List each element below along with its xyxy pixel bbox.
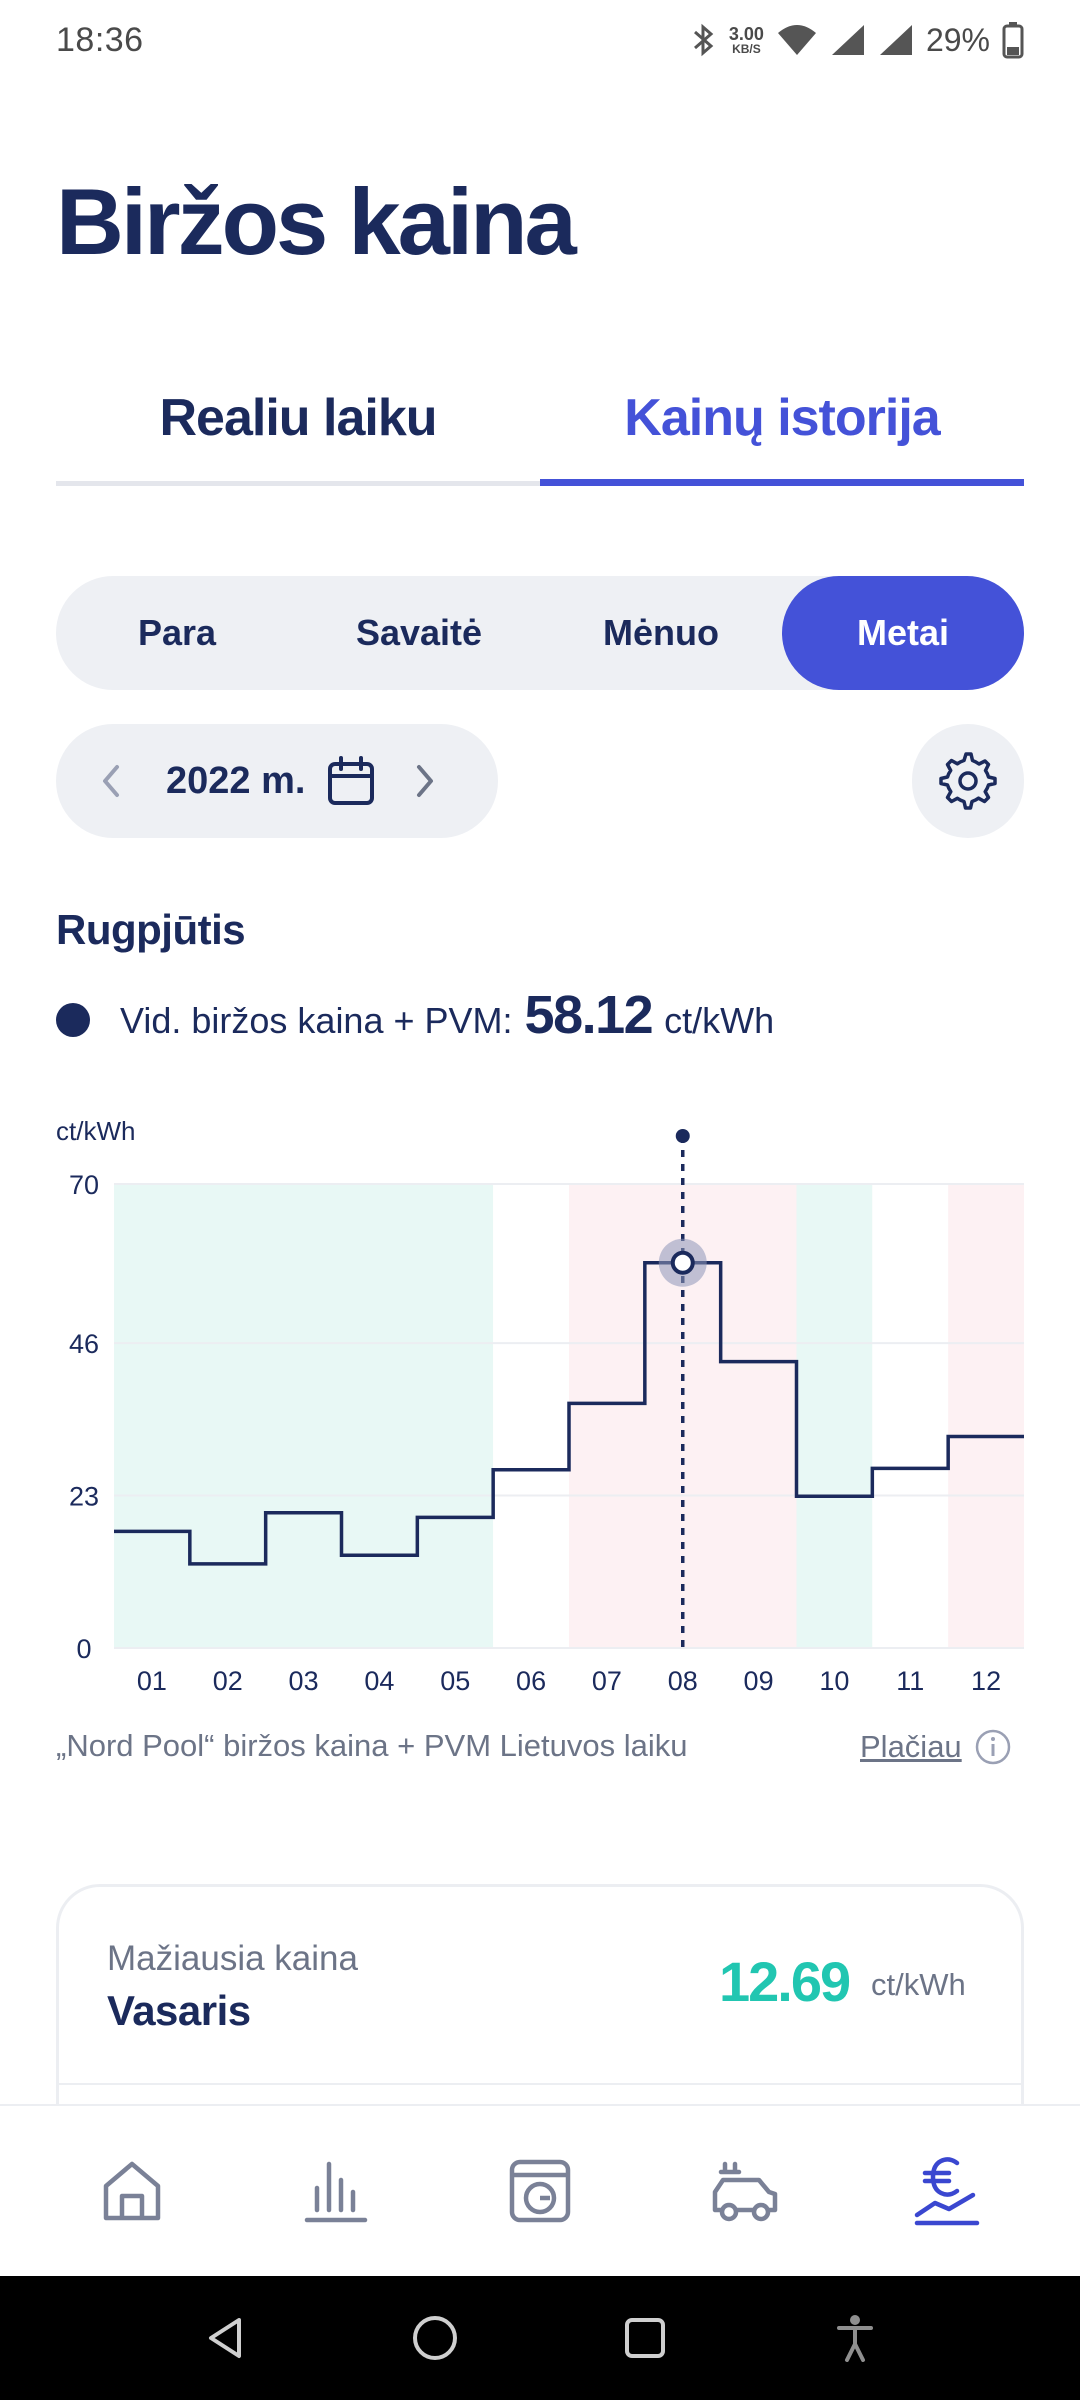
calendar-button[interactable] xyxy=(327,756,375,806)
period-month[interactable]: Mėnuo xyxy=(603,612,719,653)
home-circle-icon xyxy=(413,2316,457,2360)
chart-zone-01-05 xyxy=(114,1184,494,1648)
system-recents-button[interactable] xyxy=(595,2288,695,2388)
chart-y-unit-label: ct/kWh xyxy=(56,1116,135,1146)
chart-zone-12-12 xyxy=(948,1184,1024,1648)
chart-y-tick-23: 23 xyxy=(69,1482,99,1512)
average-price-label: Vid. biržos kaina + PVM: xyxy=(120,1000,513,1041)
nav-price-history[interactable] xyxy=(878,2121,1018,2261)
chart-zone-10-10 xyxy=(796,1184,873,1648)
nav-home[interactable] xyxy=(62,2121,202,2261)
average-price-unit: ct/kWh xyxy=(664,1000,775,1041)
status-icons: 3.00 KB/S 29% xyxy=(691,21,1024,59)
back-triangle-icon xyxy=(209,2318,241,2358)
tab-price-history[interactable]: Kainų istorija xyxy=(540,370,1024,486)
chart-x-tick-03: 03 xyxy=(289,1666,319,1696)
chart-y-tick-46: 46 xyxy=(69,1329,99,1359)
period-week[interactable]: Savaitė xyxy=(355,612,483,653)
more-info-link[interactable]: Plačiau xyxy=(860,1728,1012,1766)
price-history-chart[interactable]: ct/kWh 0 23 46 70 01 02 03 04 05 06 07 08 09 10 11 12 xyxy=(0,1080,1080,1720)
card-month: Vasaris xyxy=(107,1987,251,2034)
ev-car-icon xyxy=(712,2161,778,2222)
euro-trend-icon xyxy=(914,2157,980,2226)
chart-zone-06-06 xyxy=(493,1184,569,1648)
calendar-icon xyxy=(328,756,375,805)
chart-x-tick-05: 05 xyxy=(440,1666,470,1696)
page-title: Biržos kaina xyxy=(56,169,577,274)
period-year[interactable]: Metai xyxy=(782,576,1024,690)
chevron-left-icon xyxy=(103,765,119,797)
next-year-button[interactable] xyxy=(375,724,475,838)
chart-y-tick-70: 70 xyxy=(69,1170,99,1200)
chart-y-tick-0: 0 xyxy=(76,1634,91,1664)
chart-x-tick-07: 07 xyxy=(592,1666,622,1696)
bar-chart-icon xyxy=(304,2161,368,2223)
bluetooth-icon xyxy=(693,23,714,57)
status-time: 18:36 xyxy=(56,20,144,59)
chart-zone-11-11 xyxy=(872,1184,949,1648)
status-bar: 18:36 3.00 KB/S 29% xyxy=(0,0,1080,80)
nav-appliances[interactable] xyxy=(470,2121,610,2261)
chart-x-tick-04: 04 xyxy=(364,1666,394,1696)
chart-x-tick-12: 12 xyxy=(971,1666,1001,1696)
chart-selected-guide-top xyxy=(675,1129,690,1143)
wifi-icon xyxy=(777,25,816,55)
chart-series-line xyxy=(114,1260,1024,1566)
card-price-unit: ct/kWh xyxy=(871,1967,966,2002)
period-selector: Para Savaitė Mėnuo Metai xyxy=(56,576,1024,690)
chart-source-note: „Nord Pool“ biržos kaina + PVM Lietuvos … xyxy=(56,1728,688,1763)
more-info-label: Plačiau xyxy=(860,1729,962,1764)
recents-square-icon xyxy=(625,2318,665,2358)
tab-realtime[interactable]: Realiu laiku xyxy=(56,370,540,486)
battery-percent: 29% xyxy=(925,21,990,58)
system-home-button[interactable] xyxy=(385,2288,485,2388)
card-price-value: 12.69 xyxy=(719,1950,851,2013)
battery-icon xyxy=(1002,22,1024,59)
network-speed: 3.00 KB/S xyxy=(728,24,764,56)
chart-selected-point xyxy=(670,1250,695,1275)
chart-x-tick-06: 06 xyxy=(516,1666,546,1696)
system-back-button[interactable] xyxy=(175,2288,275,2388)
chart-x-tick-10: 10 xyxy=(819,1666,849,1696)
system-navigation-bar xyxy=(0,2276,1080,2400)
nav-consumption[interactable] xyxy=(266,2121,406,2261)
chart-x-tick-02: 02 xyxy=(213,1666,243,1696)
signal-icon xyxy=(831,25,864,55)
nav-ev-charging[interactable] xyxy=(674,2121,814,2261)
date-label: 2022 m. xyxy=(166,759,306,802)
selected-month: Rugpjūtis xyxy=(56,906,246,953)
signal-icon-2 xyxy=(879,25,912,55)
period-day[interactable]: Para xyxy=(137,612,217,653)
info-icon xyxy=(975,1729,1010,1765)
chevron-right-icon xyxy=(417,765,434,797)
settings-button[interactable] xyxy=(912,724,1024,838)
card-divider xyxy=(59,2083,1021,2085)
date-picker: 2022 m. xyxy=(56,724,498,838)
bottom-navigation xyxy=(0,2104,1080,2276)
appliance-icon xyxy=(509,2159,571,2223)
average-price-row: Vid. biržos kaina + PVM: 58.12 ct/kWh xyxy=(56,984,774,1046)
tab-bar: Realiu laiku Kainų istorija xyxy=(56,370,1024,486)
home-icon xyxy=(103,2161,161,2221)
chart-x-tick-09: 09 xyxy=(744,1666,774,1696)
chart-x-tick-11: 11 xyxy=(896,1666,924,1696)
card-label: Mažiausia kaina xyxy=(107,1939,358,1978)
series-dot-icon xyxy=(56,1003,90,1037)
system-accessibility-button[interactable] xyxy=(805,2288,905,2388)
chart-x-tick-01: 01 xyxy=(137,1666,167,1696)
accessibility-icon xyxy=(837,2315,873,2362)
average-price-value: 58.12 xyxy=(524,985,654,1045)
chart-x-tick-08: 08 xyxy=(668,1666,698,1696)
previous-year-button[interactable] xyxy=(56,724,166,838)
gear-icon xyxy=(939,752,997,810)
